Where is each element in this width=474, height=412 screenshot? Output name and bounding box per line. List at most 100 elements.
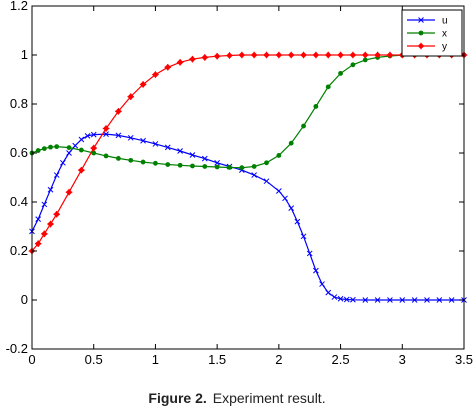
data-point-u <box>78 136 85 143</box>
data-point-u <box>337 295 344 302</box>
data-point-y <box>90 144 98 152</box>
x-tick-label: 3 <box>399 352 406 367</box>
axis-layer: 0 0.5 1 1.5 2 2.5 3 3.5-0.200.20.40.60.811.2 <box>6 0 473 367</box>
data-point-u <box>140 137 146 144</box>
data-point-x <box>301 123 306 129</box>
legend-item-u: u <box>407 16 448 27</box>
x-tick-label: 2 <box>275 352 282 367</box>
legend-label: y <box>442 42 447 53</box>
line-chart: 0 0.5 1 1.5 2 2.5 3 3.5-0.200.20.40.60.811.2 ux… <box>6 0 473 367</box>
data-point-u <box>436 297 443 303</box>
x-marker-stroke <box>350 296 356 303</box>
data-point-y <box>115 108 122 115</box>
data-point-y <box>337 51 344 59</box>
data-point-u <box>66 150 72 156</box>
data-point-u <box>331 294 338 300</box>
data-point-u <box>103 131 109 137</box>
x-tick-label: 1 <box>152 352 159 367</box>
data-point-y <box>287 51 295 59</box>
x-marker-stroke <box>300 233 307 240</box>
data-point-x <box>177 162 183 168</box>
data-point-u <box>72 142 79 149</box>
data-point-y <box>238 51 246 59</box>
data-point-u <box>319 281 325 287</box>
x-marker-stroke <box>306 250 313 257</box>
series-layer <box>28 51 468 303</box>
data-point-x <box>165 162 171 167</box>
x-marker-stroke <box>152 141 159 147</box>
legend-label: u <box>442 16 448 27</box>
figure-caption: Figure 2. Experiment result. <box>0 390 474 406</box>
x-marker-stroke <box>337 295 344 302</box>
x-marker-stroke <box>331 294 338 300</box>
data-point-y <box>361 51 369 59</box>
x-marker-stroke <box>164 144 171 151</box>
data-point-u <box>424 297 430 303</box>
data-point-x <box>78 147 84 153</box>
data-point-x <box>140 159 146 165</box>
x-marker-stroke <box>288 205 295 211</box>
y-tick-label: 1.2 <box>10 0 28 13</box>
x-marker-stroke <box>115 132 122 139</box>
data-point-u <box>164 144 171 151</box>
x-marker-stroke <box>448 297 455 303</box>
x-marker-stroke <box>294 218 301 225</box>
data-point-x <box>288 140 294 146</box>
data-point-x <box>41 146 47 151</box>
x-tick-label: 3.5 <box>455 352 473 367</box>
data-point-x <box>116 155 121 161</box>
data-point-u <box>127 134 134 141</box>
x-marker-stroke <box>313 267 319 274</box>
legend-label: x <box>442 29 447 40</box>
data-point-x <box>313 104 319 109</box>
x-marker-stroke <box>53 172 60 178</box>
data-point-y <box>78 166 85 174</box>
x-marker-stroke <box>66 150 72 156</box>
x-marker-stroke <box>35 216 42 223</box>
data-point-u <box>53 172 60 178</box>
data-point-u <box>343 296 350 303</box>
data-point-u <box>152 141 159 147</box>
data-point-u <box>201 155 208 162</box>
data-point-u <box>276 188 282 194</box>
data-point-y <box>250 51 258 59</box>
data-point-y <box>34 240 42 247</box>
x-marker-stroke <box>201 155 208 162</box>
data-point-u <box>399 297 406 303</box>
data-point-x <box>54 144 60 150</box>
x-marker-stroke <box>47 186 54 193</box>
data-point-y <box>47 220 54 228</box>
data-point-x <box>325 84 331 90</box>
x-marker-stroke <box>84 132 91 139</box>
y-tick-label: 0.8 <box>10 96 28 111</box>
data-point-u <box>214 159 220 166</box>
data-point-x <box>350 62 356 68</box>
data-point-u <box>60 159 66 166</box>
caption-label: Figure 2. <box>148 390 207 406</box>
x-marker-stroke <box>41 201 48 208</box>
data-point-y <box>374 51 381 59</box>
data-point-x <box>190 163 195 169</box>
data-point-y <box>324 51 332 59</box>
data-point-u <box>35 216 42 223</box>
data-point-u <box>300 233 307 240</box>
data-point-u <box>115 132 122 139</box>
x-marker-stroke <box>72 142 79 149</box>
y-tick-label: -0.2 <box>6 341 28 356</box>
data-point-x <box>128 157 134 163</box>
y-tick-label: 0.2 <box>10 243 28 258</box>
data-point-u <box>387 297 393 303</box>
data-point-u <box>282 195 288 202</box>
data-point-u <box>325 289 332 296</box>
x-tick-label: 0 <box>28 352 35 367</box>
data-point-y <box>176 59 184 66</box>
x-tick-label: 1.5 <box>208 352 226 367</box>
x-marker-stroke <box>177 148 183 154</box>
data-point-y <box>102 125 110 132</box>
x-marker-stroke <box>399 297 406 303</box>
x-marker-stroke <box>282 195 288 202</box>
x-marker-stroke <box>78 136 85 143</box>
data-point-x <box>276 153 282 158</box>
x-tick-label: 2.5 <box>332 352 350 367</box>
